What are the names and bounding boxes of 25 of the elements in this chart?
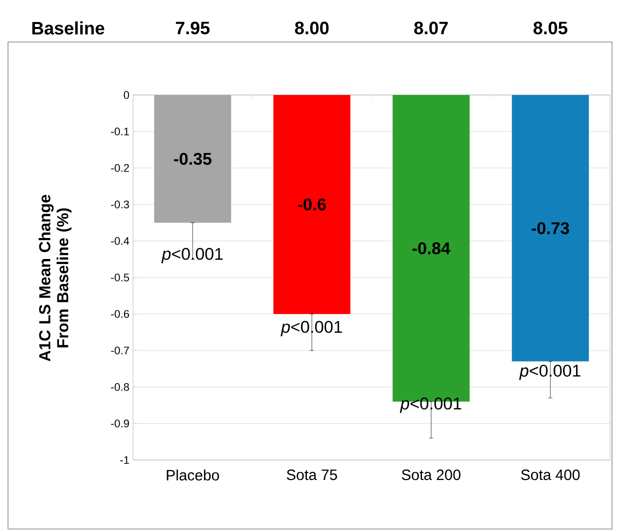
text: 8.00 [295,22,329,34]
data-label: -0.6 [298,198,326,210]
data-label: -0.35 [174,152,212,165]
y-tick-label: -0.9 [111,420,129,428]
x-tick-label: Sota 200 [402,470,460,480]
y-tick-label: 0 [124,91,130,99]
text: 8.07 [414,22,448,34]
data-label: -0.84 [412,242,450,254]
y-tick-label: -0.4 [111,237,130,245]
x-tick-label: Sota 75 [286,470,337,480]
text: 8.05 [534,22,568,34]
text: Baseline [32,21,104,35]
y-tick-label: -0.6 [111,310,129,318]
y-tick-label: -0.7 [111,346,129,354]
y-axis-title: A1C LS Mean Change From Baseline (%) [38,194,72,362]
y-tick-label: -0.1 [111,128,129,136]
text: 7.95 [176,22,210,34]
data-label: -0.73 [532,222,570,234]
y-tick-label: -0.8 [111,383,129,391]
x-tick-label: Placebo [166,470,219,480]
y-tick-label: -0.5 [111,274,130,282]
x-tick-label: Sota 400 [521,470,580,480]
y-tick-label: -0.3 [111,200,129,208]
y-tick-label: -1 [120,456,129,464]
y-tick-label: -0.2 [111,164,129,172]
